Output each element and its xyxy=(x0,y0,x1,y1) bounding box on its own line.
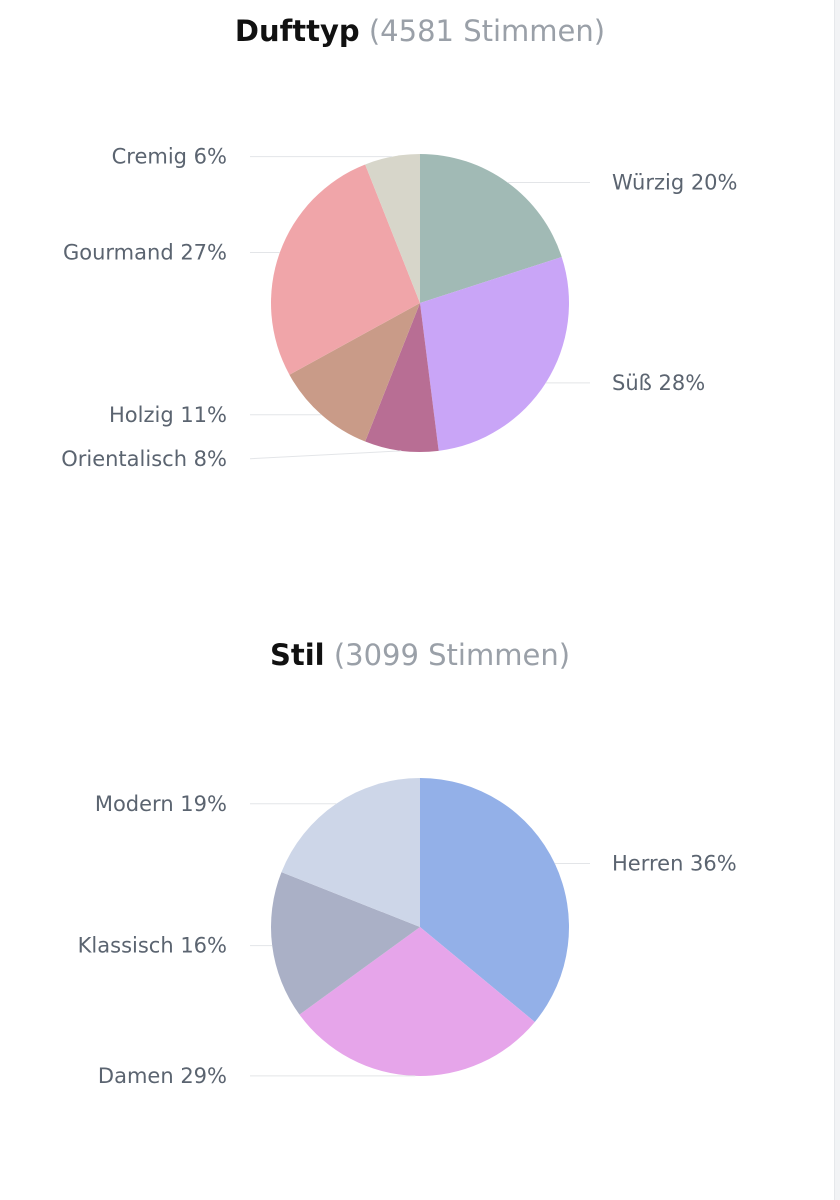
pie-label-cremig: Cremig 6% xyxy=(112,145,227,169)
pie-label-suess: Süß 28% xyxy=(612,371,705,395)
pie-label-gourmand: Gourmand 27% xyxy=(63,241,227,265)
pie-slice-wuerzig[interactable] xyxy=(420,154,562,303)
scrollbar-track[interactable] xyxy=(834,0,840,1200)
pie-chart-stil: Herren 36% Damen 29% Klassisch 16% Modern 1… xyxy=(78,778,737,1088)
pie-label-wuerzig: Würzig 20% xyxy=(612,170,738,194)
chart-dufttyp: Dufttyp (4581 Stimmen) Würzig 20% Süß 28%… xyxy=(0,14,840,471)
pie-slice-klassisch[interactable] xyxy=(270,872,420,1015)
pie-chart-dufttyp: Würzig 20% Süß 28% Orientalisch 8% Holzig 1… xyxy=(61,145,738,471)
pie-slice-modern[interactable] xyxy=(281,778,420,927)
chart-title-votes: (3099 Stimmen) xyxy=(333,638,571,672)
pie-slice-gourmand[interactable] xyxy=(270,164,420,375)
chart-title-main: Stil xyxy=(269,638,325,672)
pie-slice-suess[interactable] xyxy=(420,256,570,451)
pie-label-klassisch: Klassisch 16% xyxy=(78,934,227,958)
pie-label-damen: Damen 29% xyxy=(98,1064,227,1088)
pie-slice-cremig[interactable] xyxy=(365,154,420,303)
pie-slice-herren[interactable] xyxy=(420,778,570,1022)
pie-slice-holzig[interactable] xyxy=(289,303,420,442)
pie-slice-damen[interactable] xyxy=(299,927,535,1077)
pie-label-herren: Herren 36% xyxy=(612,852,737,876)
chart-title: Stil (3099 Stimmen) xyxy=(0,638,840,672)
pie-slice-orientalisch[interactable] xyxy=(365,303,439,453)
pie-label-modern: Modern 19% xyxy=(95,792,227,816)
leader-line-orientalisch xyxy=(249,450,402,460)
chart-title-main: Dufttyp xyxy=(234,14,360,48)
pie-label-holzig: Holzig 11% xyxy=(109,403,227,427)
chart-title: Dufttyp (4581 Stimmen) xyxy=(0,14,840,48)
chart-stil: Stil (3099 Stimmen) Herren 36% Damen 29% K… xyxy=(0,620,840,1200)
chart-title-votes: (4581 Stimmen) xyxy=(368,14,606,48)
pie-label-orientalisch: Orientalisch 8% xyxy=(61,447,227,471)
